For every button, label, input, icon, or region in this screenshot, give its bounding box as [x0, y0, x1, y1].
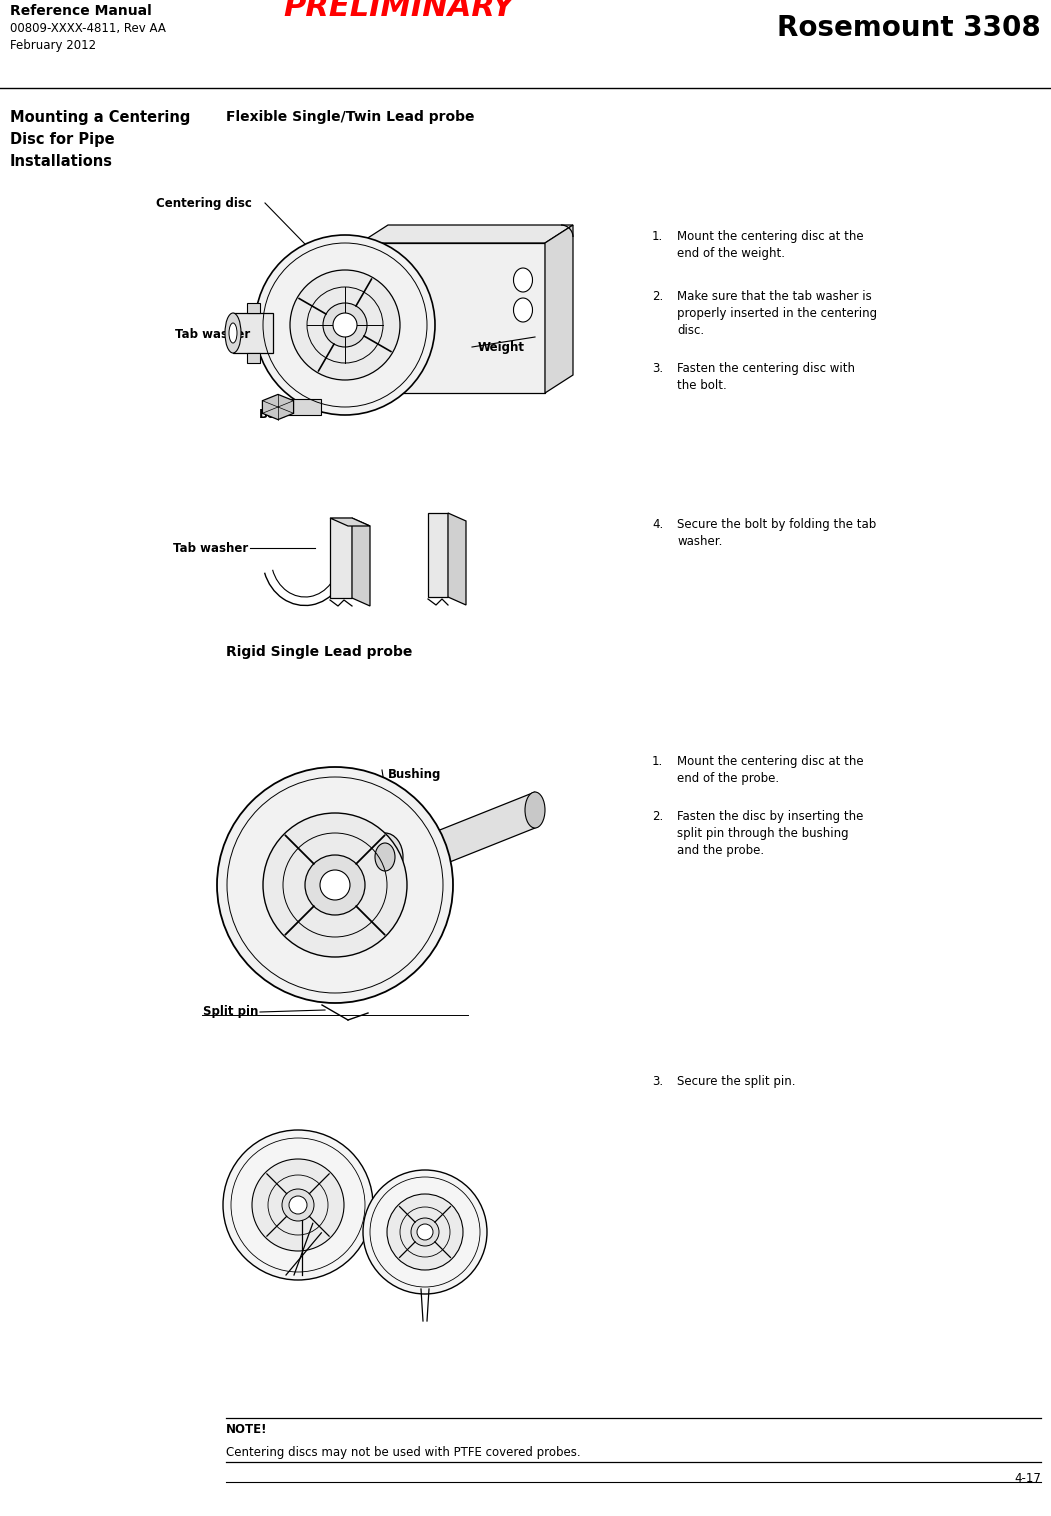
Polygon shape: [448, 512, 466, 605]
Ellipse shape: [225, 312, 241, 353]
Text: February 2012: February 2012: [11, 39, 96, 52]
Polygon shape: [263, 394, 293, 420]
Text: Flexible Single/Twin Lead probe: Flexible Single/Twin Lead probe: [226, 111, 474, 124]
Ellipse shape: [411, 1217, 439, 1246]
Text: Secure the bolt by folding the tab
washer.: Secure the bolt by folding the tab washe…: [677, 518, 877, 547]
Ellipse shape: [289, 1196, 307, 1214]
Text: 00809-XXXX-4811, Rev AA: 00809-XXXX-4811, Rev AA: [11, 23, 166, 35]
Text: Mounting a Centering
Disc for Pipe
Installations: Mounting a Centering Disc for Pipe Insta…: [11, 111, 190, 170]
Text: 4-17: 4-17: [1014, 1472, 1040, 1486]
Text: Bolt: Bolt: [259, 408, 285, 421]
Ellipse shape: [363, 1170, 487, 1295]
Polygon shape: [360, 224, 573, 243]
Ellipse shape: [323, 303, 367, 347]
Ellipse shape: [526, 791, 545, 828]
Text: 3.: 3.: [652, 1075, 663, 1088]
Text: 1.: 1.: [652, 755, 663, 769]
Text: Fasten the disc by inserting the
split pin through the bushing
and the probe.: Fasten the disc by inserting the split p…: [677, 810, 863, 857]
Text: Tab washer: Tab washer: [172, 541, 248, 555]
Polygon shape: [352, 518, 370, 606]
Polygon shape: [288, 399, 321, 415]
Text: Secure the split pin.: Secure the split pin.: [677, 1075, 796, 1088]
Ellipse shape: [282, 1189, 314, 1220]
Ellipse shape: [223, 1129, 373, 1280]
Ellipse shape: [305, 855, 365, 916]
Polygon shape: [330, 518, 370, 526]
Ellipse shape: [255, 235, 435, 415]
Text: Centering disc: Centering disc: [157, 197, 252, 209]
Text: Mount the centering disc at the
end of the probe.: Mount the centering disc at the end of t…: [677, 755, 864, 785]
Text: Make sure that the tab washer is
properly inserted in the centering
disc.: Make sure that the tab washer is properl…: [677, 290, 878, 337]
Ellipse shape: [514, 268, 533, 293]
Polygon shape: [247, 353, 260, 362]
Ellipse shape: [367, 832, 403, 881]
Text: Fasten the centering disc with
the bolt.: Fasten the centering disc with the bolt.: [677, 362, 856, 393]
Ellipse shape: [290, 270, 400, 381]
Ellipse shape: [320, 870, 350, 901]
Polygon shape: [428, 512, 448, 597]
Ellipse shape: [375, 843, 395, 872]
Text: Mount the centering disc at the
end of the weight.: Mount the centering disc at the end of t…: [677, 230, 864, 261]
Text: Centering discs may not be used with PTFE covered probes.: Centering discs may not be used with PTF…: [226, 1446, 580, 1458]
Text: Rosemount 3308: Rosemount 3308: [778, 14, 1040, 42]
Text: 2.: 2.: [652, 290, 663, 303]
Text: 4.: 4.: [652, 518, 663, 531]
Polygon shape: [330, 518, 352, 597]
Ellipse shape: [263, 813, 407, 957]
Ellipse shape: [217, 767, 453, 1004]
Text: Split pin: Split pin: [203, 1005, 257, 1019]
Text: Bushing: Bushing: [388, 769, 441, 781]
Polygon shape: [545, 224, 573, 393]
Text: Tab washer: Tab washer: [174, 329, 250, 341]
Text: Weight: Weight: [478, 341, 526, 353]
Text: Rigid Single Lead probe: Rigid Single Lead probe: [226, 644, 412, 659]
Polygon shape: [233, 312, 273, 353]
Ellipse shape: [387, 1195, 463, 1270]
Polygon shape: [360, 243, 545, 393]
Polygon shape: [247, 303, 260, 312]
Ellipse shape: [229, 323, 236, 343]
Text: PRELIMINARY: PRELIMINARY: [284, 0, 515, 23]
Text: NOTE!: NOTE!: [226, 1424, 268, 1436]
Ellipse shape: [333, 312, 357, 337]
Text: 2.: 2.: [652, 810, 663, 823]
Polygon shape: [347, 791, 535, 904]
Ellipse shape: [252, 1160, 344, 1251]
Text: Reference Manual: Reference Manual: [11, 5, 151, 18]
Ellipse shape: [417, 1223, 433, 1240]
Text: 1.: 1.: [652, 230, 663, 243]
Text: 3.: 3.: [652, 362, 663, 374]
Ellipse shape: [514, 299, 533, 321]
